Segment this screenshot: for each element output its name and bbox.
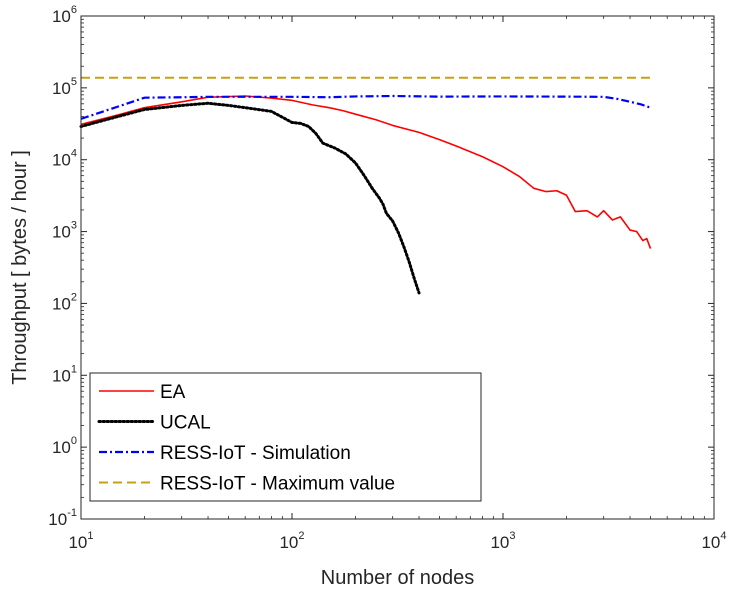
y-tick-label: 102 bbox=[52, 291, 77, 313]
y-axis-label: Throughput [ bytes / hour ] bbox=[9, 150, 31, 385]
y-tick-label: 101 bbox=[52, 363, 77, 385]
y-tick-base: 10 bbox=[52, 294, 71, 313]
y-tick-base: 10 bbox=[48, 510, 67, 529]
y-tick-exponent: 5 bbox=[71, 76, 77, 88]
x-tick-exponent: 4 bbox=[720, 530, 726, 542]
y-tick-exponent: 6 bbox=[71, 4, 77, 16]
y-tick-label: 104 bbox=[52, 148, 77, 170]
x-tick-label: 103 bbox=[490, 530, 515, 552]
x-tick-base: 10 bbox=[490, 533, 509, 552]
legend-label: UCAL bbox=[160, 413, 211, 434]
y-tick-exponent: 4 bbox=[71, 148, 77, 160]
y-tick-label: 100 bbox=[52, 435, 77, 457]
y-tick-base: 10 bbox=[52, 7, 71, 26]
x-tick-label: 101 bbox=[68, 530, 93, 552]
series-line-ress-iot-simulation bbox=[80, 94, 651, 120]
y-tick-base: 10 bbox=[52, 366, 71, 385]
y-tick-exponent: -1 bbox=[67, 507, 77, 519]
y-tick-base: 10 bbox=[52, 438, 71, 457]
series-line-ea bbox=[80, 95, 652, 249]
x-tick-label: 104 bbox=[701, 530, 726, 552]
legend-box bbox=[89, 372, 482, 502]
series-layer bbox=[79, 76, 652, 295]
x-axis-label: Number of nodes bbox=[321, 567, 474, 589]
y-tick-exponent: 0 bbox=[71, 435, 77, 447]
x-tick-exponent: 2 bbox=[298, 530, 304, 542]
x-tick-label: 102 bbox=[279, 530, 304, 552]
y-tick-base: 10 bbox=[52, 79, 71, 98]
x-tick-base: 10 bbox=[68, 533, 87, 552]
y-tick-base: 10 bbox=[52, 151, 71, 170]
legend-label: RESS-IoT - Maximum value bbox=[160, 474, 395, 495]
legend: EA UCAL RESS-IoT - Simulation RESS-IoT - Ma… bbox=[89, 372, 482, 502]
y-tick-exponent: 2 bbox=[71, 291, 77, 303]
y-tick-exponent: 1 bbox=[71, 363, 77, 375]
plot-frame bbox=[80, 15, 715, 520]
legend-label: EA bbox=[160, 382, 186, 403]
y-tick-base: 10 bbox=[52, 223, 71, 242]
legend-label: RESS-IoT - Simulation bbox=[160, 443, 351, 464]
y-tick-exponent: 3 bbox=[71, 220, 77, 232]
y-tick-label: 103 bbox=[52, 220, 77, 242]
x-tick-exponent: 3 bbox=[509, 530, 515, 542]
y-tick-label: 105 bbox=[52, 76, 77, 98]
y-tick-label: 106 bbox=[52, 4, 77, 26]
x-tick-base: 10 bbox=[279, 533, 298, 552]
y-tick-label: 10-1 bbox=[48, 507, 77, 529]
series-line-ucal bbox=[79, 101, 421, 295]
x-tick-exponent: 1 bbox=[87, 530, 93, 542]
x-tick-base: 10 bbox=[701, 533, 720, 552]
